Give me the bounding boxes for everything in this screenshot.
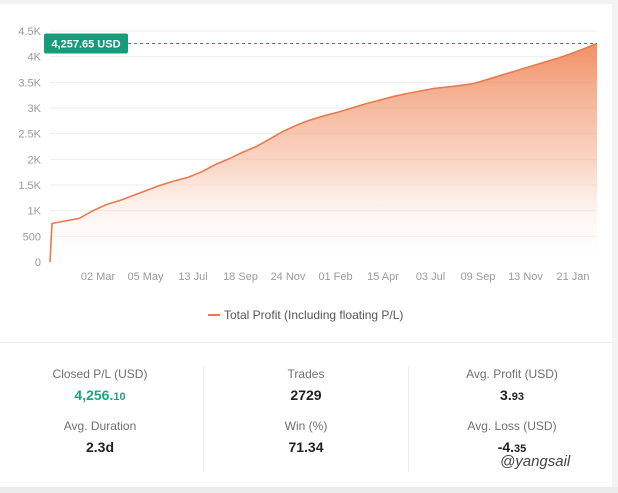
legend[interactable]: Total Profit (Including floating P/L) — [208, 308, 403, 322]
x-tick-label: 01 Feb — [318, 271, 352, 283]
column-divider — [408, 367, 409, 472]
closed-pl-main: 4,256. — [74, 387, 114, 403]
stat-trades: Trades 2729 — [206, 367, 406, 404]
stat-label: Avg. Profit (USD) — [466, 367, 558, 381]
stats-panel: Closed P/L (USD) 4,256.10 Avg. Duration … — [0, 343, 612, 487]
profit-line — [49, 42, 598, 263]
last-value-label: 4,257.65 USD — [51, 38, 120, 50]
x-tick-label: 02 Mar — [81, 271, 116, 283]
y-tick-label: 4.5K — [18, 26, 41, 38]
stat-win: Win (%) 71.34 — [206, 419, 406, 456]
avg-loss-value: -4.35 — [412, 439, 612, 458]
profit-area — [50, 43, 597, 263]
section-divider — [0, 342, 612, 343]
y-tick-label: 1.5K — [18, 180, 41, 192]
stat-closed-pl: Closed P/L (USD) 4,256.10 — [0, 367, 200, 406]
trades-value: 2729 — [290, 387, 322, 403]
last-value-badge-bg — [44, 33, 128, 54]
x-tick-label: 13 Jul — [178, 271, 207, 283]
y-tick-label: 500 — [23, 231, 41, 243]
y-tick-label: 2K — [28, 154, 42, 166]
chart-svg: 0 500 1K 1.5K 2K 2.5K 3K 3.5K 4K 4.5K 02 Mar 05 Ma… — [18, 26, 598, 322]
stat-avg-duration: Avg. Duration 2.3d — [0, 419, 200, 456]
win-value: 71.34 — [288, 439, 324, 455]
stat-label: Win (%) — [284, 419, 328, 433]
avg-loss-decimals: 35 — [514, 443, 527, 455]
stat-label: Avg. Duration — [63, 419, 137, 433]
bottom-frame — [0, 487, 618, 493]
x-tick-label: 15 Apr — [367, 271, 399, 283]
y-tick-label: 3K — [28, 103, 42, 115]
x-tick-label: 18 Sep — [223, 271, 258, 283]
y-tick-label: 1K — [28, 206, 42, 218]
y-axis-ticks: 0 500 1K 1.5K 2K 2.5K 3K 3.5K 4K 4.5K — [18, 26, 41, 269]
closed-pl-value: 4,256.10 — [0, 387, 200, 406]
y-tick-label: 2.5K — [18, 129, 41, 141]
x-tick-label: 21 Jan — [556, 271, 589, 283]
avg-profit-decimals: 93 — [511, 391, 524, 403]
closed-pl-decimals: 10 — [113, 391, 126, 403]
x-tick-label: 09 Sep — [461, 271, 496, 283]
column-divider — [203, 367, 204, 472]
stat-label: Trades — [287, 367, 325, 381]
x-tick-label: 05 May — [127, 271, 164, 283]
stat-label: Closed P/L (USD) — [52, 367, 148, 381]
top-frame — [0, 0, 618, 4]
stat-avg-profit: Avg. Profit (USD) 3.93 — [412, 367, 612, 406]
x-tick-label: 03 Jul — [416, 271, 445, 283]
y-tick-label: 3.5K — [18, 77, 41, 89]
avg-duration-value: 2.3d — [85, 439, 114, 455]
y-tick-label: 0 — [35, 257, 41, 269]
legend-label[interactable]: Total Profit (Including floating P/L) — [224, 308, 403, 322]
x-axis-ticks: 02 Mar 05 May 13 Jul 18 Sep 24 Nov 01 Feb 15 A… — [81, 271, 590, 283]
avg-profit-main: 3. — [500, 387, 512, 403]
stat-avg-loss: Avg. Loss (USD) -4.35 — [412, 419, 612, 458]
avg-profit-value: 3.93 — [412, 387, 612, 406]
x-tick-label: 24 Nov — [271, 271, 306, 283]
stat-label: Avg. Loss (USD) — [467, 419, 557, 433]
x-tick-label: 13 Nov — [508, 271, 543, 283]
watermark: @yangsail — [500, 453, 571, 470]
right-frame — [612, 0, 618, 493]
avg-loss-main: -4. — [497, 439, 515, 455]
last-value-badge: 4,257.65 USD — [44, 33, 128, 54]
y-tick-label: 4K — [28, 52, 42, 64]
profit-chart: 0 500 1K 1.5K 2K 2.5K 3K 3.5K 4K 4.5K 02 Mar 05 Ma… — [0, 8, 612, 338]
